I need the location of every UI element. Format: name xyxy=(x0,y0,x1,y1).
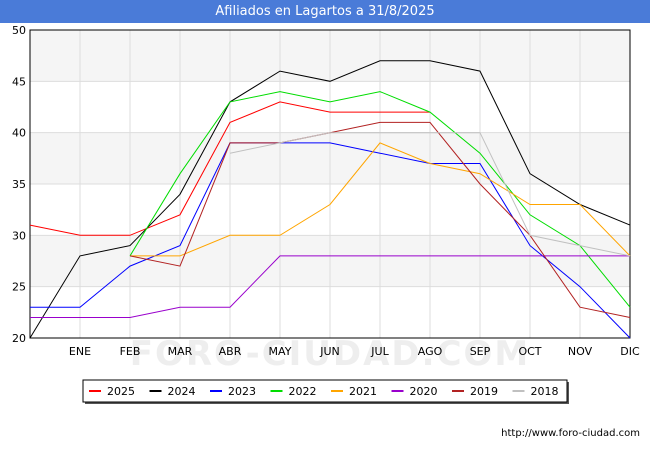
y-tick-label: 35 xyxy=(12,178,26,191)
x-tick-label: JUN xyxy=(319,345,340,358)
footer-url: http://www.foro-ciudad.com xyxy=(501,428,640,439)
series-line-2018 xyxy=(229,132,631,257)
chart-title: Afiliados en Lagartos a 31/8/2025 xyxy=(215,4,435,19)
legend-label: 2023 xyxy=(228,385,256,398)
x-tick-label: JUL xyxy=(370,345,389,358)
y-tick-label: 50 xyxy=(12,24,26,37)
y-tick-label: 25 xyxy=(12,281,26,294)
legend-label: 2022 xyxy=(289,385,317,398)
x-tick-label: ENE xyxy=(69,345,91,358)
series-line-2019 xyxy=(129,121,631,318)
legend-box xyxy=(82,379,568,403)
y-tick-label: 30 xyxy=(12,229,26,242)
x-tick-label: OCT xyxy=(518,345,541,358)
watermark: FORO-CIUDAD.COM xyxy=(130,334,531,374)
y-axis-ticks: 20 25 30 35 40 45 50 xyxy=(12,24,26,345)
y-tick-label: 45 xyxy=(12,75,26,88)
x-tick-label: ABR xyxy=(219,345,242,358)
legend-label: 2020 xyxy=(410,385,438,398)
series-line-2022 xyxy=(129,91,631,308)
legend-label: 2024 xyxy=(168,385,196,398)
series-line-2023 xyxy=(30,142,631,339)
y-tick-label: 40 xyxy=(12,127,26,140)
x-tick-label: DIC xyxy=(620,345,640,358)
legend-label: 2025 xyxy=(107,385,135,398)
x-tick-label: MAY xyxy=(269,345,292,358)
x-tick-label: SEP xyxy=(470,345,491,358)
y-tick-label: 20 xyxy=(12,332,26,345)
plot-frame xyxy=(29,29,631,339)
title-bar xyxy=(0,0,650,23)
legend-label: 2019 xyxy=(470,385,498,398)
series-line-2021 xyxy=(130,142,631,257)
series-line-2024 xyxy=(29,60,631,339)
x-axis-ticks: ENE FEB MAR ABR MAY JUN JUL AGO SEP OCT NOV DIC xyxy=(69,345,640,358)
series-line-2020 xyxy=(30,255,630,318)
series-line-2025 xyxy=(29,101,430,236)
x-tick-label: MAR xyxy=(168,345,193,358)
legend: 2025 2024 2023 2022 2021 2020 2019 2018 xyxy=(82,379,569,404)
x-tick-label: FEB xyxy=(120,345,141,358)
x-tick-label: AGO xyxy=(418,345,443,358)
series-lines xyxy=(29,60,631,339)
legend-label: 2018 xyxy=(531,385,559,398)
legend-label: 2021 xyxy=(349,385,377,398)
x-tick-label: NOV xyxy=(568,345,593,358)
